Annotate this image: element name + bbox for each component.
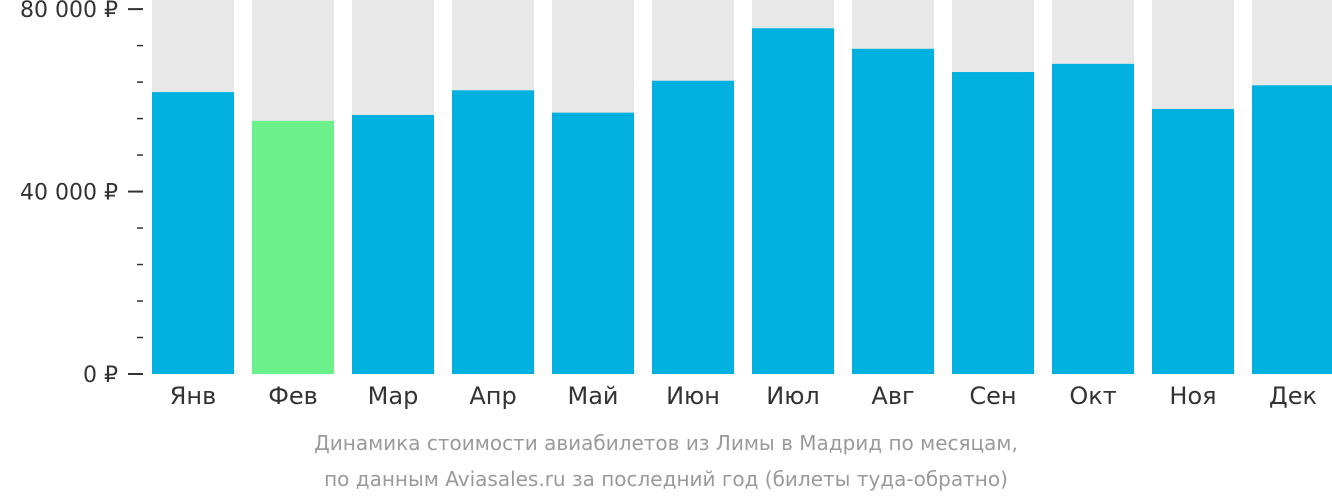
chart-caption-line-2: по данным Aviasales.ru за последний год …: [324, 467, 1008, 491]
x-tick-label: Июн: [666, 382, 720, 410]
x-tick-label: Авг: [871, 382, 914, 410]
bar-7[interactable]: [752, 28, 834, 375]
bar-chart: 0 ₽ 40 000 ₽ 80 000 ₽ Янв Фев Мар Апр Май Июн Ию…: [20, 0, 1332, 410]
x-tick-label: Окт: [1069, 382, 1116, 410]
bar-10[interactable]: [1052, 63, 1134, 374]
y-tick-label: 80 000 ₽: [20, 0, 118, 23]
x-tick-label: Мар: [368, 382, 419, 410]
x-tick-label: Дек: [1269, 382, 1317, 410]
data-bars: [152, 28, 1332, 375]
x-tick-label: Май: [567, 382, 618, 410]
x-axis-labels: Янв Фев Мар Апр Май Июн Июл Авг Сен Окт Ноя Дек: [170, 382, 1317, 410]
bar-3[interactable]: [352, 114, 434, 374]
bar-1[interactable]: [152, 92, 234, 374]
bar-2[interactable]: [252, 120, 334, 375]
x-tick-label: Сен: [969, 382, 1016, 410]
y-axis: 0 ₽ 40 000 ₽ 80 000 ₽: [20, 0, 143, 388]
x-tick-label: Фев: [268, 382, 318, 410]
x-tick-label: Июл: [766, 382, 820, 410]
bar-6[interactable]: [652, 80, 734, 374]
bar-12[interactable]: [1252, 85, 1332, 374]
bar-9[interactable]: [952, 72, 1034, 374]
bar-4[interactable]: [452, 90, 534, 375]
x-tick-label: Апр: [469, 382, 516, 410]
bar-11[interactable]: [1152, 109, 1234, 374]
chart-caption-line-1: Динамика стоимости авиабилетов из Лимы в…: [314, 431, 1018, 455]
y-tick-label: 0 ₽: [83, 363, 118, 388]
x-tick-label: Ноя: [1169, 382, 1216, 410]
bar-8[interactable]: [852, 48, 934, 375]
x-tick-label: Янв: [170, 382, 217, 410]
bar-5[interactable]: [552, 112, 634, 374]
y-tick-label: 40 000 ₽: [20, 181, 118, 206]
